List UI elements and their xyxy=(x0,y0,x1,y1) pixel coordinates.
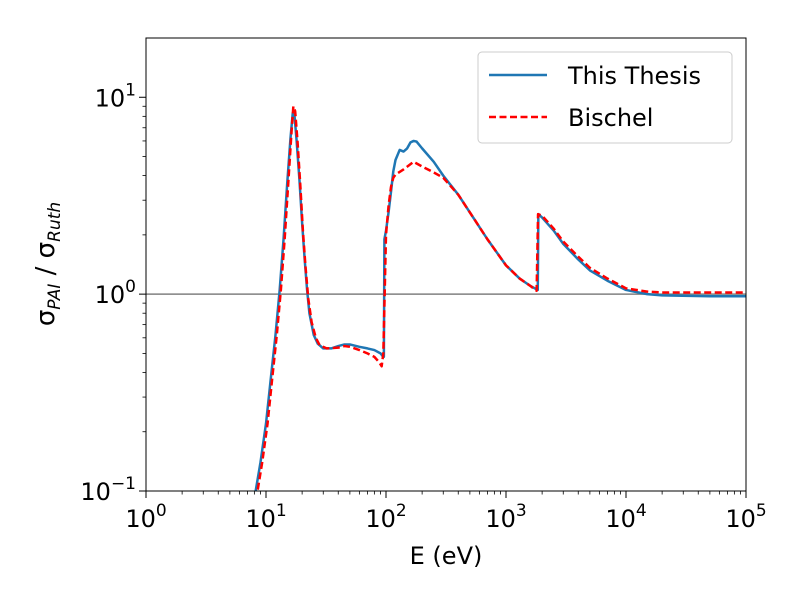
x-tick-label: 100 xyxy=(125,501,166,533)
plot-frame xyxy=(145,37,747,492)
legend-label-this-thesis: This Thesis xyxy=(567,62,701,90)
x-tick-labels: 100 101 102 103 104 105 xyxy=(125,501,766,533)
y-tick-label: 100 xyxy=(95,277,136,309)
x-axis-label: E (eV) xyxy=(410,542,483,570)
legend: This Thesis Bischel xyxy=(477,51,733,144)
y-label-sigma-1: σ xyxy=(31,310,61,326)
x-tick-label: 105 xyxy=(725,501,766,533)
y-label-slash: / xyxy=(31,258,61,283)
x-tick-label: 104 xyxy=(605,501,646,533)
y-tick-label: 10−1 xyxy=(80,474,136,506)
x-tick-label: 101 xyxy=(245,501,286,533)
y-label-sub-ruth: Ruth xyxy=(45,202,65,242)
y-axis-label: σPAI / σRuth xyxy=(31,202,65,326)
minor-ticks xyxy=(142,105,741,495)
y-tick-label: 101 xyxy=(95,80,136,112)
legend-label-bischel: Bischel xyxy=(568,104,653,132)
series-group xyxy=(254,105,746,491)
y-tick-labels: 10−1 100 101 xyxy=(80,80,136,506)
x-tick-label: 103 xyxy=(485,501,526,533)
y-label-sub-pai: PAI xyxy=(45,284,65,310)
series-line-bischel xyxy=(256,105,746,491)
x-tick-label: 102 xyxy=(365,501,406,533)
major-ticks xyxy=(139,96,747,498)
y-label-sigma-2: σ xyxy=(31,242,61,258)
